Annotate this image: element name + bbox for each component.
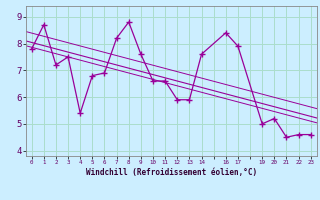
X-axis label: Windchill (Refroidissement éolien,°C): Windchill (Refroidissement éolien,°C) bbox=[86, 168, 257, 177]
